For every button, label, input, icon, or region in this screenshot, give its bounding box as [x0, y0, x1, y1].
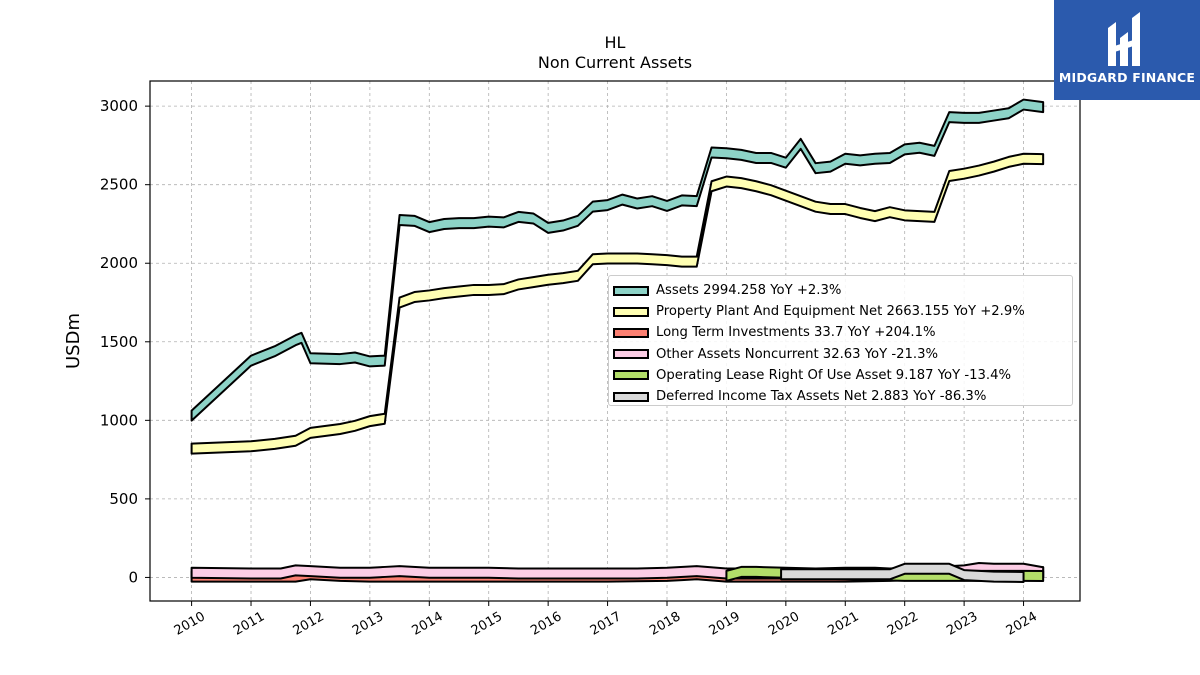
- x-tick-label: 2020: [766, 609, 802, 639]
- x-tick-label: 2013: [350, 609, 386, 639]
- y-tick-label: 1000: [100, 411, 138, 429]
- x-axis: 2010 2011 2012 2013 2014 2015 2016 2017 2018 2019…: [172, 601, 1040, 639]
- midgard-logo-icon: [1108, 12, 1140, 66]
- legend-swatch: [613, 370, 649, 381]
- plot-frame: [149, 80, 1081, 602]
- x-tick-label: 2019: [707, 609, 743, 639]
- legend-label: Other Assets Noncurrent 32.63 YoY -21.3%: [656, 346, 939, 362]
- x-tick-label: 2011: [231, 609, 267, 639]
- legend-item: Operating Lease Right Of Use Asset 9.187…: [609, 365, 1072, 386]
- chart-subtitle: Non Current Assets: [537, 53, 693, 72]
- legend-label: Assets 2994.258 YoY +2.3%: [656, 283, 842, 299]
- x-tick-label: 2012: [291, 609, 327, 639]
- series-band-property-plant-and-equipment-net: [190, 152, 1045, 455]
- legend-label: Long Term Investments 33.7 YoY +204.1%: [656, 325, 936, 341]
- chart-title: HL: [604, 33, 626, 52]
- legend-item: Property Plant And Equipment Net 2663.15…: [609, 301, 1072, 322]
- y-tick-label: 0: [128, 568, 138, 586]
- legend-item: Assets 2994.258 YoY +2.3%: [609, 280, 1072, 301]
- x-tick-label: 2010: [172, 609, 208, 639]
- legend-item: Other Assets Noncurrent 32.63 YoY -21.3%: [609, 344, 1072, 365]
- legend-swatch: [613, 391, 649, 402]
- x-tick-label: 2018: [647, 609, 683, 639]
- series-band-assets: [190, 98, 1045, 422]
- legend-label: Property Plant And Equipment Net 2663.15…: [656, 304, 1025, 320]
- legend-item: Long Term Investments 33.7 YoY +204.1%: [609, 322, 1072, 343]
- legend-label: Operating Lease Right Of Use Asset 9.187…: [656, 367, 1012, 383]
- x-tick-label: 2023: [944, 609, 980, 639]
- legend: Assets 2994.258 YoY +2.3% Property Plant …: [608, 275, 1073, 406]
- y-tick-label: 2500: [100, 176, 138, 194]
- legend-swatch: [613, 349, 649, 360]
- legend-label: Deferred Income Tax Assets Net 2.883 YoY…: [656, 389, 987, 405]
- legend-swatch: [613, 306, 649, 317]
- x-tick-label: 2015: [469, 609, 505, 639]
- y-tick-label: 500: [109, 490, 138, 508]
- legend-item: Deferred Income Tax Assets Net 2.883 YoY…: [609, 386, 1072, 407]
- x-tick-label: 2024: [1004, 609, 1040, 639]
- series-band-deferred-income-tax-assets-net: [780, 562, 1025, 583]
- x-tick-label: 2017: [588, 609, 624, 639]
- y-tick-label: 2000: [100, 254, 138, 272]
- y-axis: 0 500 1000 1500 2000 2500 3000: [100, 97, 150, 586]
- logo-text: MIDGARD FINANCE: [1058, 70, 1196, 85]
- series-layer: [190, 98, 1045, 583]
- midgard-finance-logo: MIDGARD FINANCE: [1054, 0, 1200, 100]
- x-tick-label: 2022: [885, 609, 921, 639]
- x-tick-label: 2014: [409, 609, 445, 639]
- legend-swatch: [613, 285, 649, 296]
- y-tick-label: 1500: [100, 333, 138, 351]
- x-tick-label: 2021: [825, 609, 861, 639]
- y-axis-label: USDm: [63, 313, 84, 369]
- y-tick-label: 3000: [100, 97, 138, 115]
- x-tick-label: 2016: [528, 609, 564, 639]
- legend-swatch: [613, 327, 649, 338]
